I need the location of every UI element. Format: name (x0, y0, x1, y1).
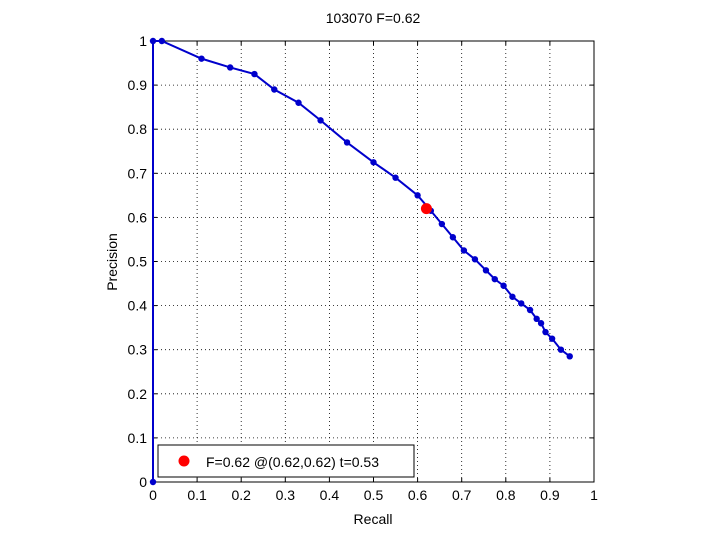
y-tick-label: 0.4 (128, 298, 148, 314)
y-axis-ticks: 0 0.1 0.2 0.3 0.4 0.5 0.6 0.7 0.8 0.9 1 (128, 33, 594, 490)
data-point (557, 346, 565, 353)
legend-marker (178, 455, 190, 467)
data-point (414, 192, 421, 199)
y-tick-label: 0.8 (128, 121, 148, 137)
data-point (566, 353, 573, 360)
series-layer (149, 37, 573, 486)
x-tick-label: 0 (149, 487, 157, 503)
data-point (548, 335, 556, 342)
x-tick-label: 0.6 (408, 487, 428, 503)
data-point (226, 64, 234, 71)
legend-box (157, 444, 415, 478)
data-point (392, 174, 399, 181)
y-tick-label: 1 (139, 33, 147, 49)
data-point (518, 300, 525, 307)
y-tick-label: 0.5 (128, 254, 148, 270)
data-point (471, 256, 479, 263)
data-point (149, 37, 157, 45)
data-point (370, 159, 377, 166)
legend: F=0.62 @(0.62,0.62) t=0.53 (157, 444, 415, 478)
y-tick-label: 0 (139, 474, 147, 490)
y-tick-label: 0.1 (128, 430, 148, 446)
data-point (491, 275, 498, 283)
y-tick-label: 0.6 (128, 209, 148, 225)
x-tick-label: 0.5 (364, 487, 384, 503)
data-point (158, 37, 166, 45)
data-point (500, 282, 507, 289)
data-point (449, 234, 457, 241)
data-point (295, 99, 302, 106)
data-point (343, 139, 351, 146)
data-point (482, 267, 490, 274)
data-point (438, 220, 446, 228)
best-f-point (420, 203, 432, 215)
x-tick-label: 0.4 (320, 487, 340, 503)
y-tick-label: 0.3 (128, 342, 148, 358)
data-point (251, 70, 258, 78)
data-point (537, 320, 545, 327)
data-point (460, 247, 468, 254)
data-point (526, 306, 534, 314)
x-tick-label: 1 (590, 487, 598, 503)
data-point (542, 328, 549, 336)
data-point (271, 86, 278, 93)
x-tick-label: 0.7 (452, 487, 472, 503)
data-point (509, 293, 516, 300)
x-axis-label: Recall (354, 511, 393, 527)
y-tick-label: 0.2 (128, 386, 148, 402)
x-tick-label: 0.9 (540, 487, 560, 503)
data-point (198, 55, 205, 62)
data-point (317, 117, 324, 124)
y-axis-label: Precision (104, 233, 120, 291)
x-tick-label: 0.8 (496, 487, 516, 503)
x-tick-label: 0.3 (276, 487, 296, 503)
x-tick-label: 0.1 (187, 487, 207, 503)
chart-title: 103070 F=0.62 (326, 10, 421, 26)
grid-lines (153, 41, 594, 482)
y-tick-label: 0.9 (128, 77, 148, 93)
data-point (149, 478, 157, 486)
legend-label: F=0.62 @(0.62,0.62) t=0.53 (206, 454, 379, 470)
x-axis-ticks: 0 0.1 0.2 0.3 0.4 0.5 0.6 0.7 0.8 0.9 1 (149, 41, 598, 503)
x-tick-label: 0.2 (231, 487, 251, 503)
data-point (533, 315, 540, 323)
y-tick-label: 0.7 (128, 165, 148, 181)
